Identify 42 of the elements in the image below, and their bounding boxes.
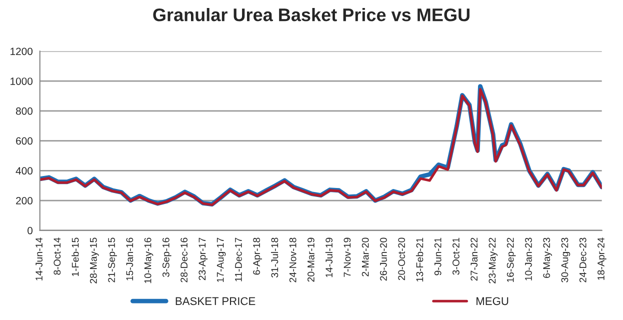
x-tick-label: 10-May-16 — [144, 238, 154, 284]
x-tick-label: 28-May-15 — [90, 238, 99, 284]
x-tick-label: 3-Oct-21 — [452, 238, 460, 275]
chart-title: Granular Urea Basket Price vs MEGU — [153, 8, 470, 22]
x-tick-label: 14-Jul-19 — [325, 238, 333, 278]
y-tick-label: 600 — [16, 137, 33, 145]
x-tick-label: 28-Dec-16 — [180, 238, 188, 282]
x-tick-label: 21-Sep-15 — [108, 238, 117, 282]
legend-label: MEGU — [476, 297, 508, 306]
x-tick-label: 7-Nov-19 — [344, 238, 351, 277]
x-tick-label: 24-Nov-18 — [289, 238, 296, 282]
x-tick-label: 18-Apr-24 — [598, 238, 606, 280]
x-tick-label: 15-Jan-16 — [126, 238, 134, 280]
x-tick-label: 11-Dec-17 — [235, 238, 242, 282]
x-tick-label: 31-Jul-18 — [270, 238, 278, 278]
y-tick-label: 200 — [16, 197, 33, 204]
x-tick-label: 1-Feb-15 — [72, 238, 79, 276]
x-tick-label: 23-Apr-17 — [198, 238, 208, 280]
x-tick-label: 13-Feb-21 — [416, 238, 424, 282]
y-tick-label: 0 — [28, 226, 33, 234]
x-tick-label: 26-Jun-20 — [380, 238, 387, 281]
x-tick-label: 24-Dec-23 — [579, 238, 586, 282]
x-tick-label: 6-May-23 — [543, 238, 552, 278]
x-tick-label: 30-Aug-23 — [561, 238, 570, 282]
y-tick-label: 1000 — [10, 78, 33, 85]
y-tick-label: 800 — [16, 107, 33, 115]
x-tick-label: 6-Apr-18 — [253, 238, 262, 275]
x-tick-label: 17-Aug-17 — [216, 238, 226, 282]
x-tick-label: 14-Jun-14 — [36, 238, 42, 280]
x-tick-label: 2-Mar-20 — [362, 238, 369, 276]
x-tick-label: 3-Sep-16 — [162, 238, 172, 277]
x-tick-label: 20-Mar-19 — [308, 238, 314, 282]
x-tick-label: 27-Jan-22 — [470, 238, 478, 281]
y-tick-label: 1200 — [10, 48, 33, 56]
x-tick-label: 9-Jun-21 — [434, 238, 442, 276]
x-tick-label: 23-May-22 — [488, 238, 498, 284]
legend-label: BASKET PRICE — [176, 297, 256, 306]
x-tick-label: 8-Oct-14 — [54, 238, 61, 275]
y-tick-label: 400 — [16, 167, 33, 175]
x-tick-label: 10-Jan-23 — [525, 238, 532, 280]
x-tick-label: 16-Sep-22 — [506, 238, 516, 282]
x-tick-label: 20-Oct-20 — [398, 238, 406, 280]
